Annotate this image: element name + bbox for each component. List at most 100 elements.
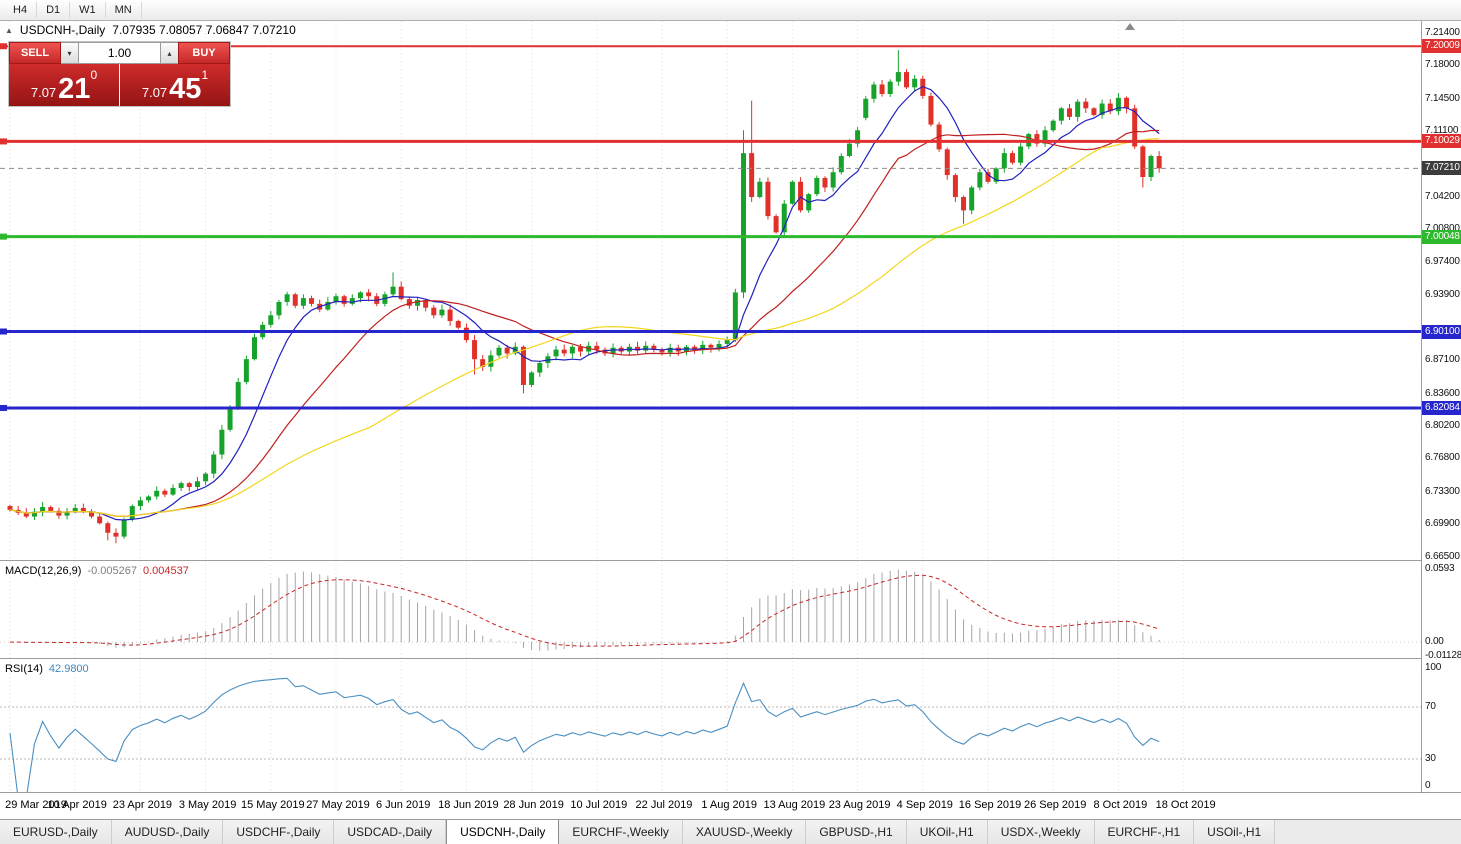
date-label: 23 Apr 2019 — [112, 799, 173, 811]
price-tick-label: 6.73300 — [1425, 485, 1460, 497]
price-level-tag: 7.20009 — [1422, 39, 1461, 54]
price-tick-label: 6.80200 — [1425, 419, 1460, 431]
date-label: 1 Aug 2019 — [701, 799, 758, 811]
chart-tab-audusd-daily[interactable]: AUDUSD-,Daily — [111, 820, 224, 844]
horizontal-level-lines — [0, 43, 1421, 411]
one-click-collapse-icon[interactable]: ▲ — [5, 25, 13, 35]
price-tick-label: 6.93900 — [1425, 289, 1460, 301]
macd-tick-label: 0.00 — [1425, 636, 1444, 648]
sell-price-display[interactable]: 7.07 21 0 — [9, 64, 119, 106]
time-axis[interactable]: 29 Mar 2019 10 Apr 2019 23 Apr 2019 3 May 2… — [0, 793, 1461, 819]
price-tick-label: 6.83600 — [1425, 387, 1460, 399]
macd-name: MACD(12,26,9) — [5, 565, 82, 577]
macd-tick-label: 0.0593 — [1425, 563, 1455, 574]
volume-input[interactable] — [78, 42, 161, 64]
date-label: 22 Jul 2019 — [635, 799, 693, 811]
ma-8-line — [9, 85, 1160, 521]
price-tick-label: 7.00800 — [1425, 223, 1460, 235]
buy-price-pips: 45 — [169, 73, 202, 105]
price-tick-label: 7.18000 — [1425, 59, 1460, 71]
rsi-indicator-label: RSI(14) 42.9800 — [5, 663, 89, 675]
price-level-tag: 6.90100 — [1422, 324, 1461, 339]
date-label: 16 Sep 2019 — [958, 799, 1022, 811]
buy-price-prefix: 7.07 — [141, 85, 168, 100]
timeframe-w1-button[interactable]: W1 — [70, 2, 106, 18]
price-tick-label: 7.14500 — [1425, 92, 1460, 104]
chart-shift-marker-icon[interactable] — [1125, 23, 1135, 30]
sell-price-prefix: 7.07 — [30, 85, 57, 100]
date-label: 29 Mar 2019 — [5, 799, 67, 811]
chart-tab-xauusd-weekly[interactable]: XAUUSD-,Weekly — [682, 820, 807, 844]
chart-symbol-label: USDCNH-,Daily — [19, 23, 106, 37]
timeframe-d1-button[interactable]: D1 — [37, 2, 71, 18]
chart-tab-usoil-h1[interactable]: USOil-,H1 — [1194, 820, 1276, 844]
date-label: 27 May 2019 — [306, 799, 370, 811]
price-level-tag: 6.82084 — [1422, 400, 1461, 415]
volume-increase-button[interactable]: ▴ — [161, 42, 178, 64]
volume-decrease-button[interactable]: ▾ — [61, 42, 78, 64]
price-level-tag: 7.10029 — [1422, 134, 1461, 149]
rsi-tick-label: 70 — [1425, 701, 1436, 712]
price-level-tag: 7.07210 — [1422, 161, 1461, 176]
price-tick-label: 6.76800 — [1425, 452, 1460, 464]
date-label: 26 Sep 2019 — [1023, 799, 1087, 811]
sell-button[interactable]: SELL — [9, 42, 61, 64]
rsi-value: 42.9800 — [48, 663, 89, 675]
price-tick-label: 6.66500 — [1425, 550, 1460, 562]
rsi-name: RSI(14) — [5, 663, 43, 675]
chart-tab-usdcad-daily[interactable]: USDCAD-,Daily — [334, 820, 447, 844]
macd-indicator-label: MACD(12,26,9) -0.005267 0.004537 — [5, 565, 189, 577]
price-tick-label: 7.21400 — [1425, 26, 1460, 38]
rsi-tick-label: 100 — [1425, 662, 1442, 673]
rsi-tick-label: 0 — [1425, 780, 1431, 791]
price-tick-label: 6.97400 — [1425, 255, 1460, 267]
buy-price-fraction: 1 — [201, 68, 209, 82]
chart-canvas[interactable] — [0, 21, 1461, 793]
macd-indicator — [0, 569, 1421, 651]
timeframe-toolbar: H4 D1 W1 MN — [0, 0, 1461, 21]
candlesticks — [7, 50, 1162, 544]
date-label: 3 May 2019 — [178, 799, 237, 811]
price-tick-label: 6.69900 — [1425, 518, 1460, 530]
date-gridlines — [9, 21, 1185, 792]
buy-button[interactable]: BUY — [178, 42, 230, 64]
date-label: 6 Jun 2019 — [375, 799, 431, 811]
chart-tabs-bar: EURUSD-,Daily AUDUSD-,Daily USDCHF-,Daily U… — [0, 819, 1461, 844]
chart-tab-gbpusd-h1[interactable]: GBPUSD-,H1 — [806, 820, 907, 844]
ma-20-line — [9, 129, 1160, 517]
price-tick-label: 6.87100 — [1425, 354, 1460, 366]
sell-price-pips: 21 — [58, 73, 91, 105]
chart-tab-eurchf-weekly[interactable]: EURCHF-,Weekly — [559, 820, 683, 844]
chart-ohlc-values: 7.07935 7.08057 7.06847 7.07210 — [112, 23, 296, 37]
sell-price-fraction: 0 — [90, 68, 98, 82]
macd-tick-label: -0.01128 — [1425, 649, 1461, 661]
ma-45-line — [9, 138, 1160, 517]
chart-area: ▲ USDCNH-,Daily 7.07935 7.08057 7.06847 … — [0, 21, 1461, 793]
chart-tab-eurusd-daily[interactable]: EURUSD-,Daily — [0, 820, 112, 844]
date-label: 28 Jun 2019 — [503, 799, 564, 811]
price-tick-label: 7.11100 — [1425, 125, 1459, 137]
date-label: 10 Apr 2019 — [47, 799, 107, 811]
chart-tab-usdchf-daily[interactable]: USDCHF-,Daily — [223, 820, 335, 844]
chart-header: ▲ USDCNH-,Daily 7.07935 7.08057 7.06847 … — [5, 23, 296, 37]
chart-tab-usdx-weekly[interactable]: USDX-,Weekly — [987, 820, 1095, 844]
chart-tab-usdcnh-daily[interactable]: USDCNH-,Daily — [446, 820, 560, 844]
macd-signal-value: 0.004537 — [142, 565, 189, 577]
date-label: 15 May 2019 — [240, 799, 305, 811]
timeframe-h4-button[interactable]: H4 — [4, 2, 38, 18]
chart-tab-ukoil-h1[interactable]: UKOil-,H1 — [906, 820, 988, 844]
date-label: 18 Jun 2019 — [438, 799, 499, 811]
timeframe-mn-button[interactable]: MN — [106, 2, 142, 18]
date-label: 18 Oct 2019 — [1155, 799, 1216, 811]
chart-tab-eurchf-h1[interactable]: EURCHF-,H1 — [1094, 820, 1195, 844]
price-tick-label: 7.04200 — [1425, 191, 1460, 203]
one-click-trading-panel: SELL ▾ ▴ BUY 7.07 21 0 7.07 45 1 — [8, 41, 231, 107]
panel-separators — [0, 21, 1461, 793]
date-label: 4 Sep 2019 — [896, 799, 953, 811]
date-label: 10 Jul 2019 — [570, 799, 628, 811]
price-axis[interactable]: 7.21400 7.18000 7.14500 7.11100 7.04200 7.008… — [1422, 21, 1461, 792]
macd-main-value: -0.005267 — [87, 565, 137, 577]
rsi-tick-label: 30 — [1425, 753, 1436, 764]
buy-price-display[interactable]: 7.07 45 1 — [120, 64, 230, 106]
price-level-tag: 7.00048 — [1422, 229, 1461, 244]
